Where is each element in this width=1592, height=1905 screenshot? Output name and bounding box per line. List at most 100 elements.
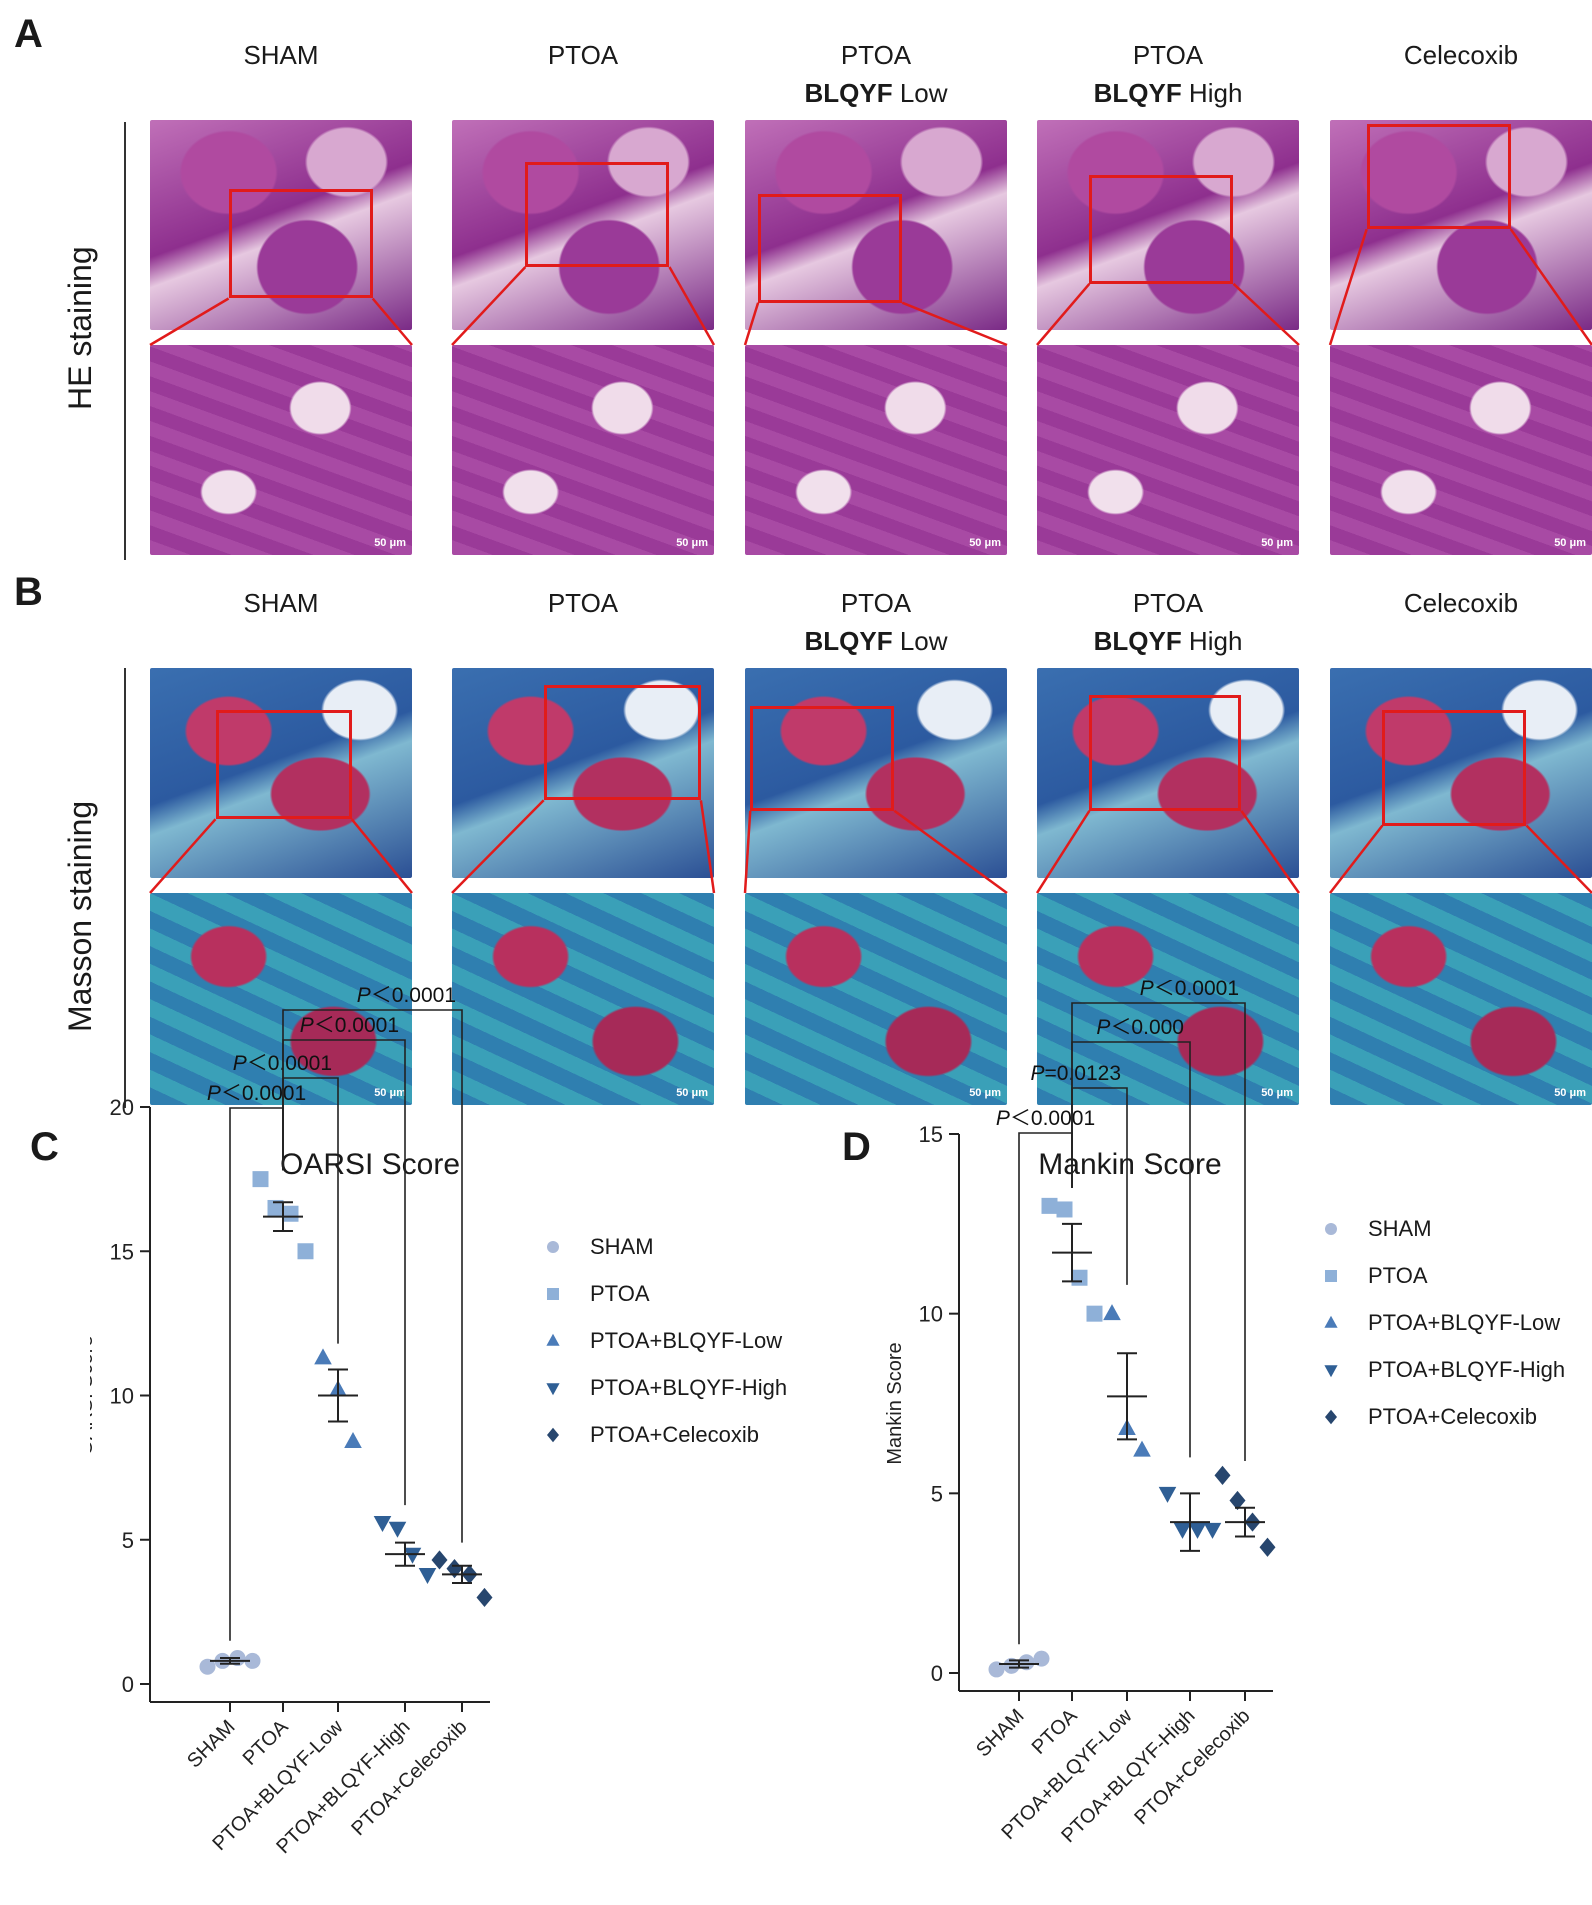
data-point — [1214, 1465, 1231, 1485]
p-value-label: P＜0.0001 — [233, 1052, 332, 1075]
column-label-rest: High — [1181, 626, 1243, 656]
legend-marker-icon — [1324, 1315, 1338, 1328]
p-value-label: P=0.0123 — [1030, 1062, 1121, 1085]
y-tick-label: 0 — [122, 1672, 134, 1697]
legend-label: PTOA+Celecoxib — [590, 1422, 759, 1447]
masson-zoom-lines — [451, 799, 716, 894]
panel-letter-a: A — [14, 12, 43, 56]
legend-marker-shape — [546, 1333, 560, 1346]
he-column-label-4: Celecoxib — [1331, 36, 1591, 74]
panel-letter-b: B — [14, 570, 43, 614]
legend-marker-icon — [1325, 1270, 1337, 1282]
data-point — [267, 1199, 284, 1216]
data-point — [476, 1587, 493, 1608]
masson-roi-box — [1089, 695, 1242, 811]
y-axis-label: OARSI Score — [90, 1335, 97, 1455]
he-zoom-lines — [1328, 228, 1592, 346]
significance-bracket — [282, 1039, 406, 1506]
data-point — [1086, 1305, 1103, 1322]
data-point — [282, 1205, 299, 1222]
significance-bracket — [282, 1009, 463, 1543]
masson-overview-image-3 — [1037, 668, 1299, 878]
p-value-label: P＜0.000 — [1096, 1016, 1184, 1039]
p-value-label: P＜0.0001 — [357, 984, 456, 1007]
column-label-line1: PTOA — [840, 40, 912, 70]
he-column-label-0: SHAM — [151, 36, 411, 74]
he-magnified-image-4: 50 μm — [1330, 345, 1592, 555]
data-point — [418, 1567, 437, 1584]
legend-item: PTOA — [1320, 1263, 1428, 1289]
he-overview-image-3 — [1037, 120, 1299, 330]
column-label-line2: BLQYF Low — [746, 622, 1006, 660]
y-axis-label: Mankin Score — [884, 1342, 906, 1464]
column-label-line1: Celecoxib — [1403, 40, 1519, 70]
he-roi-box — [525, 162, 670, 267]
legend-marker-shape — [546, 1383, 560, 1396]
data-point — [1173, 1522, 1192, 1539]
column-label-rest: Low — [892, 78, 948, 108]
legend-label: SHAM — [1368, 1216, 1432, 1241]
legend-marker-shape — [1325, 1223, 1337, 1235]
legend-label: PTOA+BLQYF-Low — [1368, 1310, 1561, 1335]
masson-column-label-1: PTOA — [453, 584, 713, 622]
panel-letter-c: C — [30, 1125, 59, 1169]
scale-bar-label: 50 μm — [1261, 537, 1293, 549]
masson-column-label-3: PTOA BLQYF High — [1038, 584, 1298, 660]
legend-item: PTOA+BLQYF-High — [1320, 1357, 1565, 1383]
data-point — [1018, 1654, 1035, 1671]
p-value-label: P＜0.0001 — [300, 1014, 399, 1037]
he-column-label-2: PTOA BLQYF Low — [746, 36, 1006, 112]
legend-item: PTOA+Celecoxib — [542, 1422, 759, 1448]
y-tick-label: 15 — [919, 1122, 943, 1147]
he-column-label-1: PTOA — [453, 36, 713, 74]
scale-bar-label: 50 μm — [676, 1087, 708, 1099]
he-overview-image-4 — [1330, 120, 1592, 330]
column-label-line1: PTOA — [547, 40, 619, 70]
he-row-divider — [124, 122, 126, 560]
legend-marker-shape — [1325, 1409, 1337, 1425]
masson-roi-box — [215, 710, 352, 820]
column-label-line1: PTOA — [1132, 588, 1204, 618]
he-zoom-lines — [451, 266, 716, 346]
data-point — [1003, 1657, 1020, 1674]
p-value-label: P＜0.0001 — [1140, 980, 1239, 1000]
scale-bar-label: 50 μm — [1554, 1087, 1586, 1099]
masson-magnified-image-2: 50 μm — [745, 893, 1007, 1105]
legend-marker-shape — [547, 1288, 559, 1300]
column-label-rest: High — [1181, 78, 1243, 108]
he-roi-box — [1089, 174, 1234, 284]
scale-bar-label: 50 μm — [374, 537, 406, 549]
legend-label: PTOA+BLQYF-Low — [590, 1328, 783, 1353]
he-magnified-image-0: 50 μm — [150, 345, 412, 555]
column-label-line2: BLQYF High — [1038, 74, 1298, 112]
data-point — [1103, 1304, 1121, 1321]
legend-label: SHAM — [590, 1234, 654, 1259]
x-tick-label: PTOA — [1028, 1705, 1082, 1759]
column-label-line2: BLQYF Low — [746, 74, 1006, 112]
significance-bracket — [229, 1107, 284, 1641]
p-value-label: P＜0.0001 — [207, 1082, 306, 1105]
data-point — [1133, 1440, 1151, 1457]
panel-letter-d: D — [842, 1125, 871, 1169]
mankin-chart-title: Mankin Score — [1038, 1148, 1222, 1181]
legend-marker-shape — [1324, 1315, 1338, 1328]
data-point — [344, 1432, 362, 1449]
data-point — [252, 1171, 269, 1188]
masson-zoom-lines — [743, 809, 1008, 895]
legend-marker-icon — [1324, 1365, 1338, 1378]
data-point — [373, 1516, 392, 1533]
column-label-bold: BLQYF — [804, 626, 893, 656]
x-tick-label: SHAM — [183, 1716, 239, 1772]
he-magnified-image-3: 50 μm — [1037, 345, 1299, 555]
legend-marker-icon — [546, 1333, 560, 1346]
legend-marker-shape — [547, 1427, 559, 1443]
legend-label: PTOA — [1368, 1263, 1428, 1288]
masson-overview-image-1 — [452, 668, 714, 878]
column-label-bold: BLQYF — [804, 78, 893, 108]
p-value-label: P＜0.0001 — [996, 1107, 1095, 1130]
legend-item: PTOA+Celecoxib — [1320, 1404, 1537, 1430]
oarsi-chart-title: OARSI Score — [279, 1148, 461, 1181]
column-label-bold: BLQYF — [1093, 78, 1182, 108]
